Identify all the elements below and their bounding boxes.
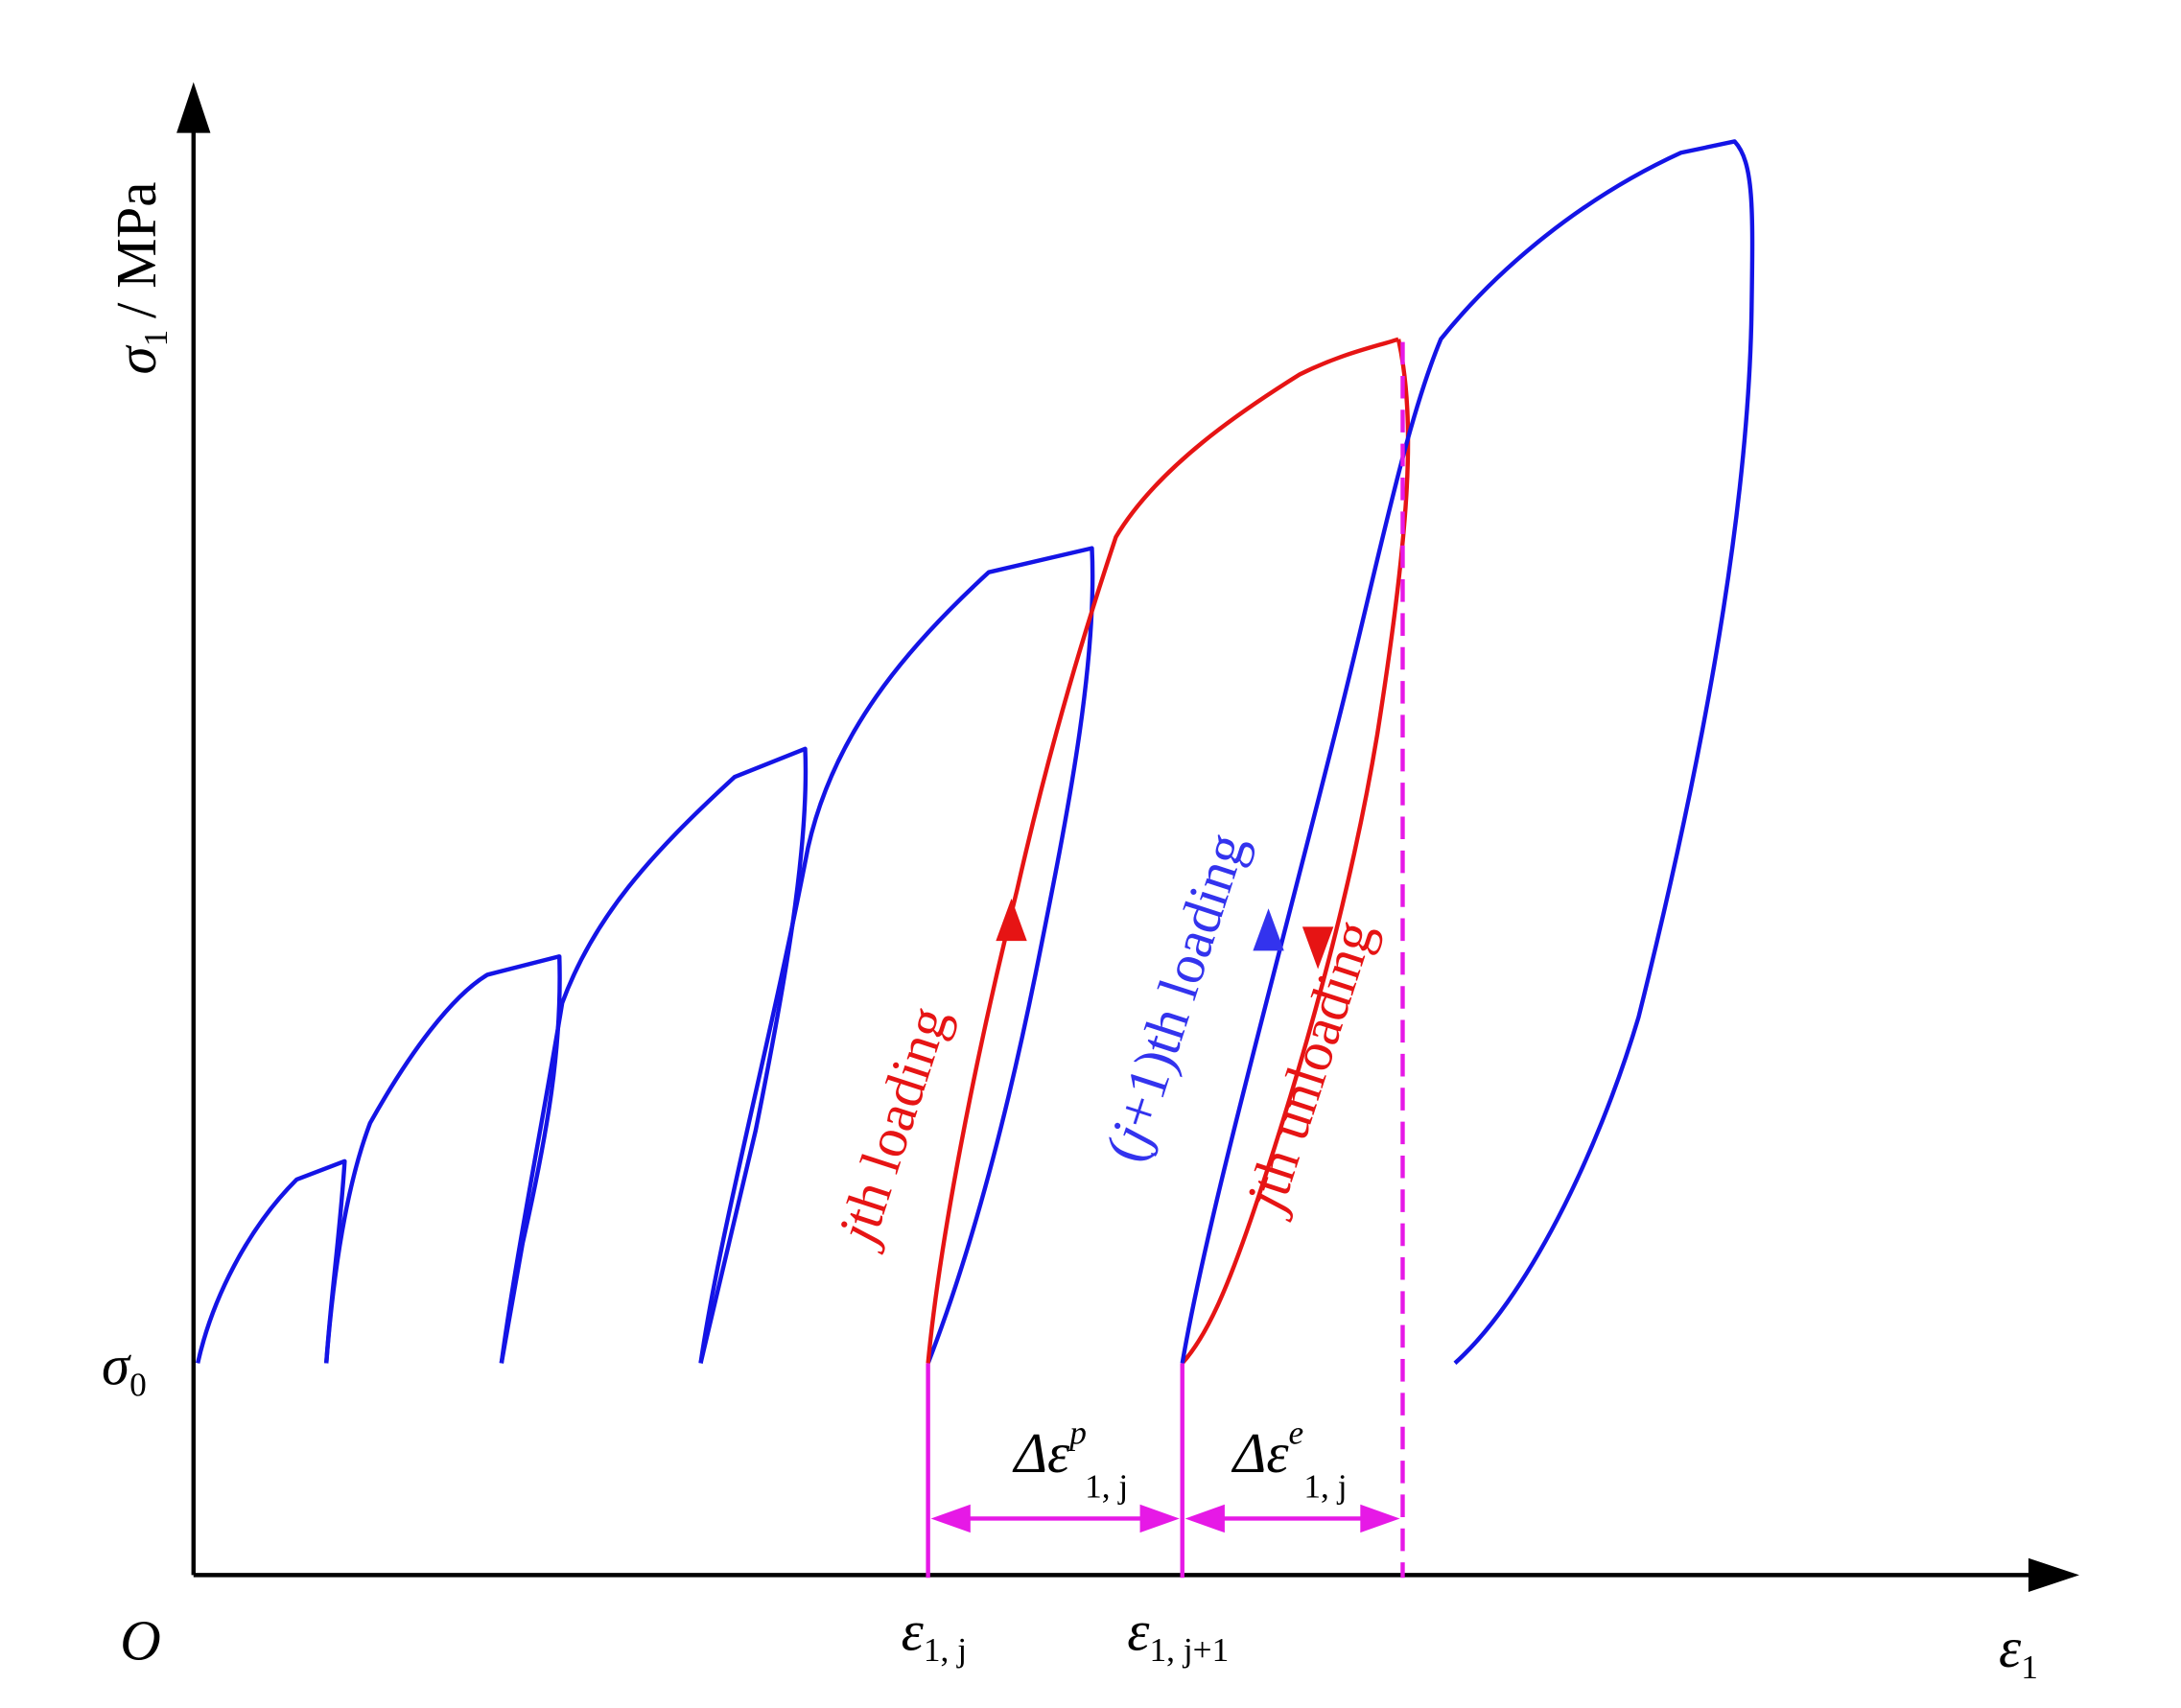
annotation: jth unloading	[1232, 913, 1387, 1224]
annotation: jth loading	[824, 999, 960, 1256]
superscript: p	[1067, 1414, 1087, 1451]
subscript: 0	[129, 1366, 147, 1403]
cycle-curve	[196, 1158, 347, 1364]
symbol: ε	[1127, 1600, 1150, 1662]
next-loading-curve	[1180, 139, 1755, 1366]
y-axis-label: σ1 / MPa	[106, 182, 175, 375]
annotation: (j+1)th loading	[1093, 826, 1258, 1169]
symbol: ε	[1999, 1617, 2022, 1679]
subscript: 1, j	[1085, 1467, 1128, 1505]
jth-unloading-curve	[1181, 339, 1411, 1365]
level-label: σ0	[102, 1335, 147, 1404]
increment-label: Δεe 1, j	[1231, 1414, 1348, 1505]
subscript: 1, j+1	[1150, 1631, 1230, 1669]
subscript: 1	[137, 330, 175, 347]
annotation-text: +1)th loading	[1104, 826, 1258, 1136]
loading-arrow	[996, 898, 1027, 942]
arrowhead	[1184, 1504, 1225, 1533]
jth-loading-curve	[926, 337, 1399, 1364]
y-arrow	[176, 82, 211, 133]
annotation-text: th loading	[831, 999, 960, 1235]
symbol: ε	[902, 1600, 925, 1662]
cycle-curve	[698, 546, 1095, 1365]
arrowhead	[930, 1504, 971, 1533]
symbol: σ	[106, 344, 168, 374]
increment-arrowheads	[930, 1504, 1400, 1533]
unloading-arrow	[1302, 926, 1334, 970]
arrowhead	[1360, 1504, 1400, 1533]
origin-label: O	[120, 1610, 161, 1673]
superscript: e	[1289, 1414, 1304, 1451]
arrowhead	[1139, 1504, 1180, 1533]
strain-label: ε1, j+1	[1127, 1600, 1229, 1669]
unit: / MPa	[106, 182, 168, 318]
subscript: 1	[2021, 1649, 2038, 1686]
loading-arrow	[1253, 908, 1284, 951]
guides	[926, 341, 1405, 1579]
symbol: Δε	[1012, 1422, 1070, 1485]
subscript: 1, j	[924, 1631, 967, 1669]
x-axis-label: ε1	[1999, 1617, 2038, 1686]
x-arrow	[2028, 1557, 2079, 1593]
subscript: 1, j	[1303, 1467, 1347, 1505]
cycle-curve	[324, 954, 562, 1364]
annotation-text: th unloading	[1239, 913, 1386, 1203]
symbol: Δε	[1231, 1422, 1290, 1485]
strain-label: ε1, j	[902, 1600, 967, 1669]
cycle-curve	[499, 746, 809, 1364]
increment-label: Δεp 1, j	[1012, 1414, 1128, 1505]
symbol: σ	[102, 1335, 131, 1397]
